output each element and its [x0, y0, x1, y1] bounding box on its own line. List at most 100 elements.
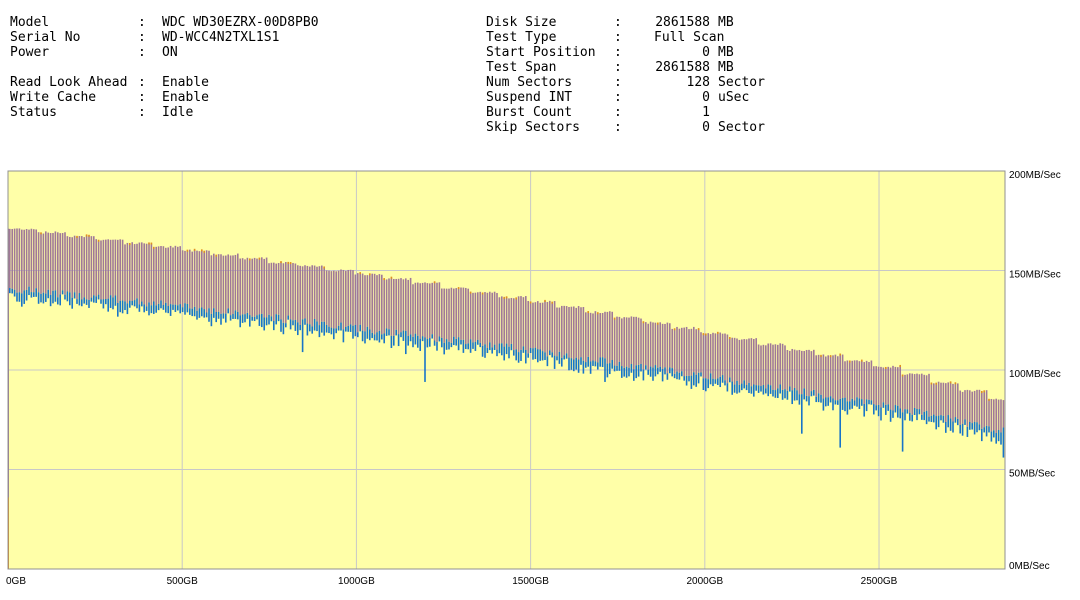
- min-speed-bar: [707, 379, 709, 389]
- read-speed-bar: [753, 338, 755, 385]
- min-speed-bar: [275, 314, 277, 325]
- read-speed-bar: [875, 366, 877, 406]
- read-speed-bar: [918, 374, 921, 410]
- min-speed-bar: [335, 328, 337, 334]
- min-speed-bar: [877, 404, 880, 417]
- read-speed-bar: [481, 293, 484, 346]
- read-speed-bar: [28, 229, 30, 287]
- read-speed-bar: [330, 271, 333, 328]
- read-speed-bar: [565, 306, 568, 354]
- min-speed-bar: [748, 382, 750, 394]
- read-speed-bar: [100, 240, 102, 300]
- min-speed-bar: [551, 352, 553, 358]
- min-speed-bar: [930, 415, 933, 422]
- read-speed-bar: [949, 382, 952, 419]
- min-speed-bar: [916, 409, 918, 421]
- read-speed-bar: [755, 338, 757, 386]
- min-speed-bar: [580, 357, 582, 365]
- read-speed-bar: [337, 270, 340, 326]
- read-speed-bar: [697, 329, 700, 373]
- peak-marker: [587, 311, 589, 314]
- min-speed-bar: [808, 396, 810, 406]
- min-speed-bar: [69, 292, 71, 306]
- read-speed-bar: [179, 246, 181, 305]
- read-speed-bar: [23, 229, 25, 291]
- peak-marker: [657, 322, 659, 325]
- peak-marker: [697, 328, 700, 331]
- min-speed-bar: [717, 378, 719, 386]
- read-speed-bar: [265, 257, 268, 318]
- min-speed-bar: [25, 289, 28, 301]
- peak-marker: [930, 382, 933, 385]
- min-speed-bar: [484, 344, 486, 358]
- peak-marker: [323, 266, 325, 269]
- read-speed-bar: [244, 259, 246, 315]
- read-speed-bar: [520, 296, 522, 350]
- min-speed-bar: [431, 334, 433, 339]
- read-speed-bar: [37, 232, 40, 293]
- min-speed-bar: [616, 365, 618, 371]
- min-speed-bar: [834, 400, 837, 405]
- min-speed-bar: [366, 326, 369, 339]
- read-speed-bar: [304, 265, 306, 319]
- read-speed-bar: [990, 398, 993, 432]
- read-speed-bar: [628, 317, 630, 368]
- read-speed-bar: [779, 343, 781, 385]
- info-label: Status: [10, 105, 57, 120]
- min-speed-bar: [745, 384, 748, 391]
- read-speed-bar: [486, 292, 489, 349]
- min-speed-bar: [59, 294, 61, 306]
- read-speed-bar: [45, 231, 47, 294]
- min-speed-bar: [685, 375, 688, 386]
- setting-label: Disk Size: [486, 15, 557, 30]
- min-speed-bar: [45, 293, 47, 302]
- min-speed-bar: [460, 339, 462, 345]
- min-speed-bar: [397, 334, 400, 347]
- min-speed-bar: [316, 321, 318, 332]
- read-speed-bar: [654, 322, 657, 366]
- read-speed-bar: [988, 399, 990, 427]
- read-speed-bar: [923, 374, 925, 412]
- min-speed-bar: [421, 336, 424, 342]
- min-speed-bar: [724, 380, 726, 386]
- info-label: Serial No: [10, 30, 81, 45]
- read-speed-bar: [892, 365, 894, 411]
- min-speed-bar: [925, 410, 928, 425]
- read-speed-bar: [280, 262, 282, 320]
- read-speed-bar: [885, 367, 887, 405]
- peak-marker: [287, 261, 289, 264]
- read-speed-bar: [736, 338, 738, 381]
- read-speed-bar: [472, 292, 474, 343]
- min-speed-bar: [472, 342, 474, 349]
- read-speed-bar: [625, 317, 628, 367]
- read-speed-bar: [57, 232, 59, 298]
- read-speed-bar: [429, 283, 431, 339]
- min-speed-bar: [489, 342, 491, 351]
- read-speed-bar: [112, 239, 114, 298]
- read-speed-bar: [347, 269, 349, 326]
- min-speed-bar: [71, 297, 73, 309]
- read-speed-bar: [157, 246, 160, 304]
- setting-label: Num Sectors: [486, 75, 573, 90]
- min-speed-bar: [846, 401, 849, 415]
- min-speed-bar: [825, 397, 827, 407]
- read-speed-bar: [849, 361, 851, 402]
- read-speed-bar: [342, 269, 345, 330]
- peak-marker: [201, 249, 203, 252]
- read-speed-bar: [757, 344, 760, 386]
- min-speed-bar: [181, 307, 184, 313]
- min-speed-bar: [849, 401, 851, 410]
- read-speed-bar: [496, 292, 498, 350]
- min-speed-bar: [870, 400, 873, 405]
- peak-marker: [729, 337, 731, 340]
- read-speed-bar: [438, 282, 441, 337]
- min-speed-bar: [568, 357, 570, 371]
- min-speed-bar: [666, 373, 669, 380]
- min-speed-bar: [647, 369, 649, 375]
- min-speed-bar: [801, 394, 803, 434]
- min-speed-bar: [529, 347, 532, 353]
- min-speed-bar: [107, 298, 109, 312]
- read-speed-bar: [637, 317, 640, 365]
- min-speed-bar: [810, 391, 813, 397]
- min-speed-bar: [611, 359, 613, 369]
